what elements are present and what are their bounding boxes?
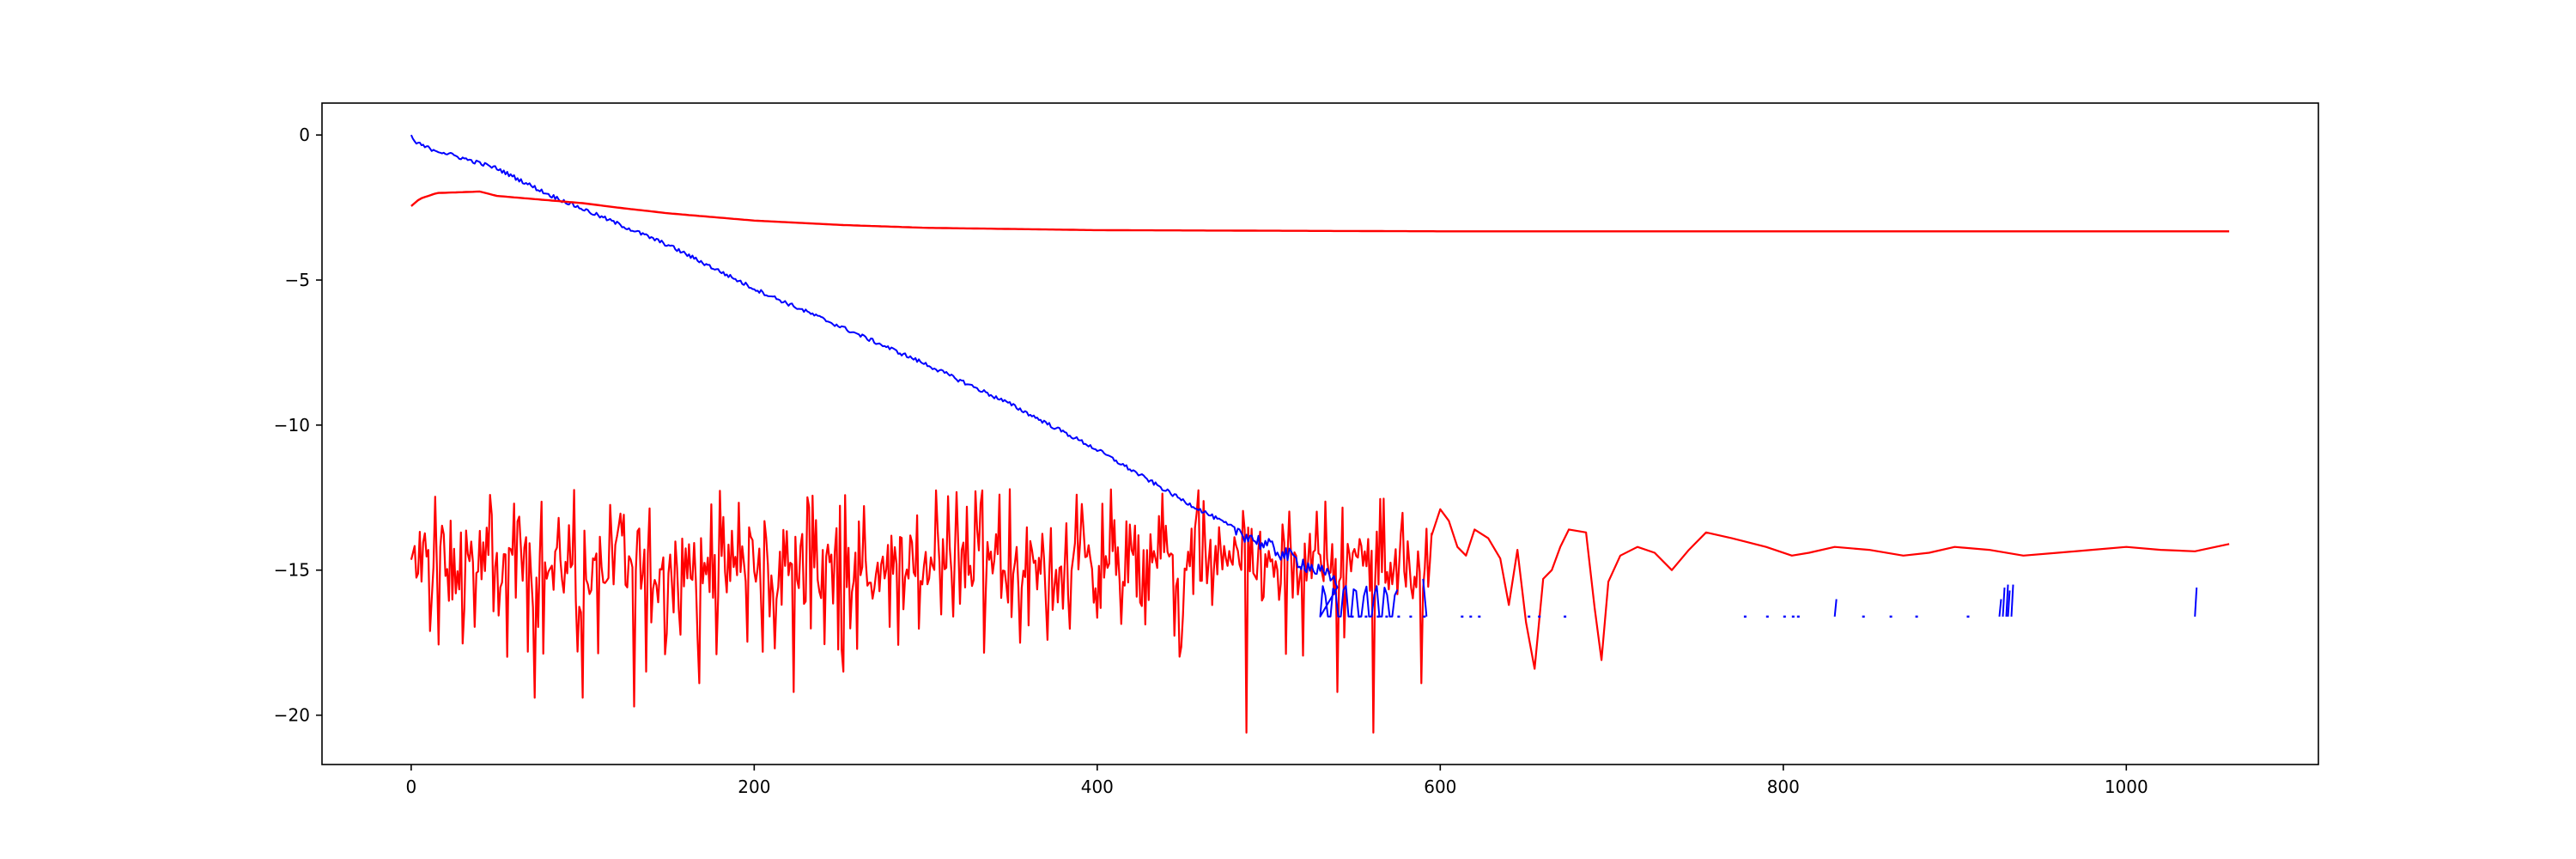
axis-layer: 0 200 400 600 800 1000 0 −5 −10 −15 −20: [274, 125, 2148, 797]
series-red-smooth-line: [410, 190, 2230, 233]
y-tick-label: −10: [274, 415, 310, 436]
y-tick-label: −5: [285, 270, 310, 290]
series-blue-spike: [2005, 584, 2009, 617]
y-tick-label: −15: [274, 560, 310, 581]
y-tick-label: 0: [299, 125, 310, 145]
series-blue-spike: [2002, 587, 2006, 617]
x-tick-label: 800: [1767, 777, 1800, 797]
y-tick-label: −20: [274, 705, 310, 726]
series-red-noisy-line: [410, 488, 2230, 734]
series-blue-spike: [1833, 599, 1838, 617]
series-blue-spike: [1998, 599, 2002, 617]
x-tick-label: 200: [738, 777, 770, 797]
x-tick-label: 400: [1081, 777, 1114, 797]
series-blue-line: [410, 134, 1399, 618]
series-blue-spike: [2007, 590, 2011, 617]
plot-frame: [321, 102, 2319, 765]
x-tick-label: 1000: [2105, 777, 2148, 797]
series-blue-spike: [2194, 587, 2198, 617]
series-blue-spike: [2010, 584, 2014, 617]
series-layer: [410, 134, 2230, 734]
x-tick-label: 600: [1424, 777, 1456, 797]
x-tick-label: 0: [405, 777, 416, 797]
series-blue-segment: [1422, 578, 1428, 617]
